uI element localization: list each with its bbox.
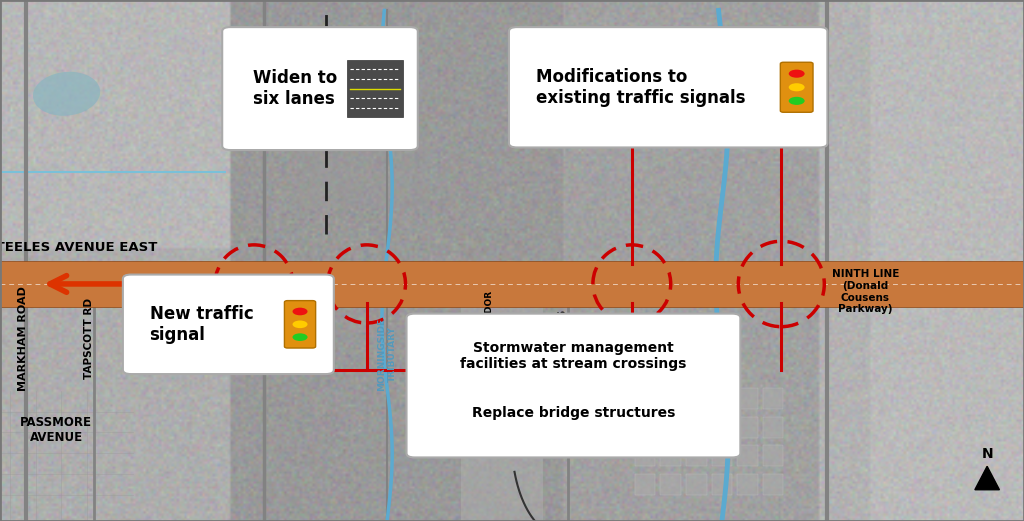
Bar (635, 417, 655, 438)
Text: TAPSCOTT RD: TAPSCOTT RD (84, 298, 94, 379)
FancyBboxPatch shape (407, 314, 740, 457)
Bar (712, 445, 732, 466)
Bar (635, 474, 655, 495)
Bar (686, 474, 707, 495)
FancyBboxPatch shape (509, 27, 827, 147)
Bar (712, 474, 732, 495)
Bar (635, 388, 655, 409)
Circle shape (293, 333, 307, 341)
Circle shape (293, 320, 307, 328)
Bar (712, 388, 732, 409)
FancyBboxPatch shape (222, 27, 418, 150)
FancyBboxPatch shape (780, 63, 813, 113)
Circle shape (788, 70, 805, 78)
Bar (737, 388, 758, 409)
FancyBboxPatch shape (285, 301, 315, 348)
Bar (660, 445, 681, 466)
Text: Replace bridge structures: Replace bridge structures (472, 406, 675, 419)
Circle shape (788, 97, 805, 105)
Polygon shape (975, 466, 999, 490)
Bar (763, 417, 783, 438)
Text: New traffic
signal: New traffic signal (150, 305, 253, 344)
Bar (660, 417, 681, 438)
Text: MARKHAM ROAD: MARKHAM ROAD (17, 286, 28, 391)
Text: PASSMORE
AVENUE: PASSMORE AVENUE (20, 416, 92, 444)
Bar (297, 130, 430, 208)
Bar (686, 417, 707, 438)
FancyBboxPatch shape (123, 275, 334, 374)
Text: STAINES
ROAD: STAINES ROAD (557, 309, 580, 358)
Text: CP RAIL CORRIDOR: CP RAIL CORRIDOR (485, 291, 494, 387)
Text: Widen to
six lanes: Widen to six lanes (253, 69, 337, 108)
Bar (635, 445, 655, 466)
Bar (737, 417, 758, 438)
Text: ROUGE RIVER: ROUGE RIVER (716, 325, 724, 394)
Text: Stormwater management
facilities at stream crossings: Stormwater management facilities at stre… (460, 341, 687, 371)
Bar (737, 445, 758, 466)
Ellipse shape (33, 72, 100, 116)
Bar (737, 474, 758, 495)
Bar (763, 445, 783, 466)
Bar (712, 417, 732, 438)
Bar (346, 60, 402, 117)
Bar (686, 445, 707, 466)
Bar (0, 260, 1024, 307)
Circle shape (293, 308, 307, 315)
Text: STEELES AVENUE EAST: STEELES AVENUE EAST (0, 241, 158, 254)
Bar (763, 474, 783, 495)
Text: MORNINGSIDE
TRIBUTARY: MORNINGSIDE TRIBUTARY (378, 318, 396, 391)
Bar (461, 292, 543, 521)
Bar (686, 388, 707, 409)
Bar (763, 388, 783, 409)
Circle shape (788, 83, 805, 91)
Text: MORNINGSIDE
AVENUE: MORNINGSIDE AVENUE (253, 289, 275, 367)
Text: Modifications to
existing traffic signals: Modifications to existing traffic signal… (536, 68, 745, 107)
Bar (660, 388, 681, 409)
Text: N: N (981, 447, 993, 461)
Ellipse shape (591, 349, 613, 370)
Text: NINTH LINE
(Donald
Cousens
Parkway): NINTH LINE (Donald Cousens Parkway) (831, 269, 899, 314)
Bar (660, 474, 681, 495)
